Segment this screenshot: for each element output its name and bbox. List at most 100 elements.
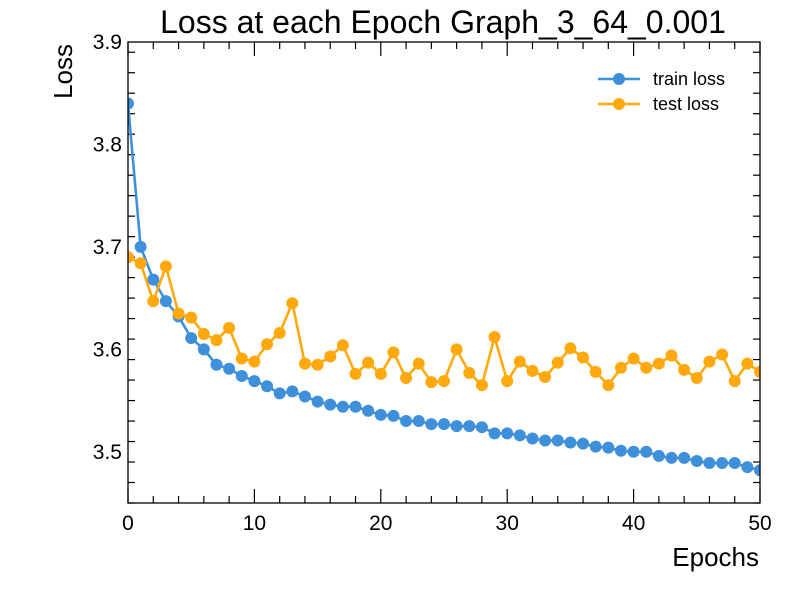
data-point (614, 444, 627, 457)
data-point (273, 326, 286, 339)
data-point (223, 362, 236, 375)
data-point (336, 400, 349, 413)
y-tick-label: 3.5 (93, 441, 122, 464)
plot-frame (127, 41, 761, 504)
data-point (501, 427, 514, 440)
series-layer (128, 97, 760, 477)
legend-swatch-marker (613, 73, 625, 85)
data-point (501, 375, 514, 388)
data-point (128, 97, 134, 110)
data-point (728, 457, 741, 470)
data-point (589, 440, 602, 453)
data-point (147, 273, 160, 286)
data-point (336, 339, 349, 352)
data-point (134, 240, 147, 253)
data-point (703, 457, 716, 470)
data-point (197, 343, 210, 356)
x-tick-label: 0 (122, 512, 134, 535)
data-point (577, 351, 590, 364)
data-point (286, 385, 299, 398)
data-point (324, 398, 337, 411)
data-point (475, 421, 488, 434)
x-tick-label: 10 (243, 512, 266, 535)
series-test-loss (128, 251, 760, 392)
data-point (349, 400, 362, 413)
data-point (526, 432, 539, 445)
data-point (513, 429, 526, 442)
data-point (324, 350, 337, 363)
data-point (450, 420, 463, 433)
data-point (349, 367, 362, 380)
data-point (273, 387, 286, 400)
y-tick-label: 3.8 (93, 133, 122, 156)
data-point (475, 379, 488, 392)
data-point (741, 461, 754, 474)
data-point (741, 357, 754, 370)
data-point (235, 369, 248, 382)
series-train-loss (128, 97, 760, 477)
legend-swatch-marker (613, 98, 625, 110)
legend-label: train loss (653, 69, 725, 89)
data-point (134, 257, 147, 270)
legend-item: test loss (598, 94, 719, 114)
data-point (539, 370, 552, 383)
data-point (311, 395, 324, 408)
data-point (513, 355, 526, 368)
data-point (248, 375, 261, 388)
data-point (311, 358, 324, 371)
x-tick-label: 40 (622, 512, 645, 535)
data-point (754, 464, 760, 477)
data-point (488, 427, 501, 440)
data-point (728, 375, 741, 388)
data-point (526, 364, 539, 377)
data-point (425, 418, 438, 431)
data-point (210, 358, 223, 371)
legend-item: train loss (598, 69, 725, 89)
data-point (387, 409, 400, 422)
axis-ticks: 0 10 20 30 40 50 3.5 3.6 3.7 3.8 3.9 (93, 31, 772, 535)
data-point (298, 390, 311, 403)
data-point (438, 375, 450, 388)
data-point (159, 260, 172, 273)
data-point (185, 311, 198, 324)
data-point (640, 445, 653, 458)
data-point (754, 365, 760, 378)
x-tick-label: 50 (748, 512, 771, 535)
data-point (690, 372, 703, 385)
data-point (235, 352, 248, 365)
data-point (362, 404, 375, 417)
data-point (652, 357, 665, 370)
data-point (159, 295, 172, 308)
data-point (412, 415, 425, 428)
data-point (551, 356, 564, 369)
x-tick-label: 30 (496, 512, 519, 535)
data-point (387, 346, 400, 359)
data-point (298, 357, 311, 370)
data-point (412, 357, 425, 370)
data-point (172, 307, 185, 320)
data-point (539, 434, 552, 447)
data-point (261, 338, 274, 351)
data-point (602, 441, 615, 454)
data-point (678, 451, 691, 464)
data-point (640, 361, 653, 374)
data-point (223, 321, 236, 334)
series-line (128, 103, 760, 472)
data-point (614, 361, 627, 374)
data-point (286, 297, 299, 310)
legend-label: test loss (653, 94, 719, 114)
y-tick-label: 3.7 (93, 236, 122, 259)
data-point (438, 418, 450, 431)
data-point (627, 445, 640, 458)
data-point (564, 436, 577, 449)
data-point (564, 342, 577, 355)
data-point (602, 379, 615, 392)
y-tick-label: 3.6 (93, 338, 122, 361)
data-point (652, 449, 665, 462)
data-point (425, 376, 438, 389)
data-point (450, 343, 463, 356)
data-point (716, 348, 729, 361)
data-point (703, 355, 716, 368)
data-point (374, 367, 387, 380)
